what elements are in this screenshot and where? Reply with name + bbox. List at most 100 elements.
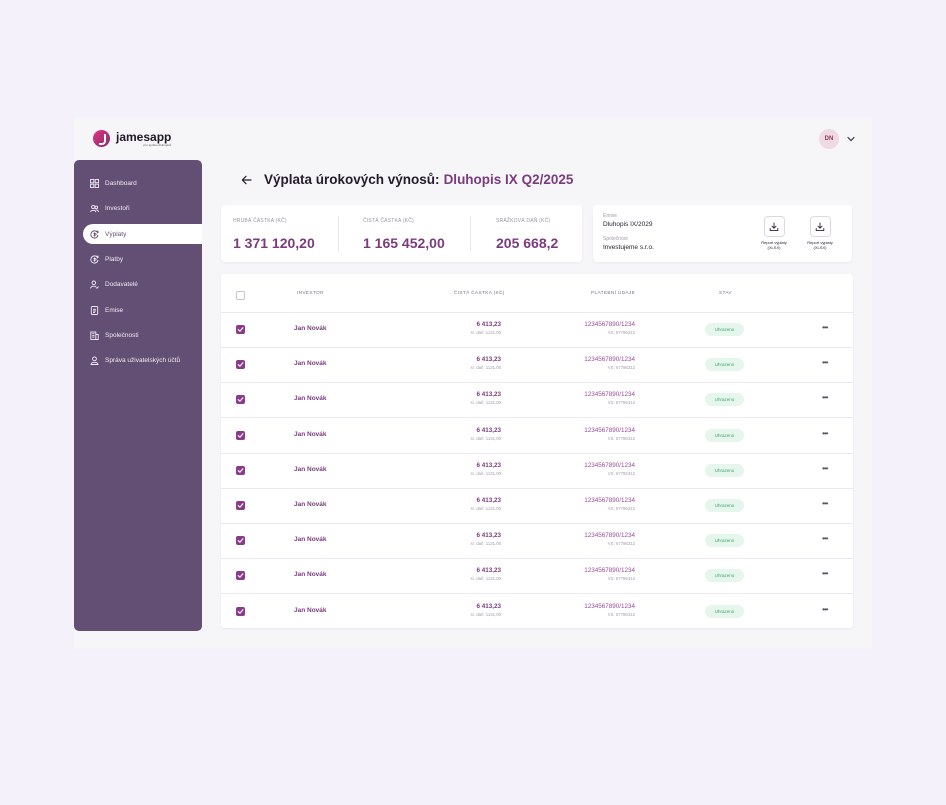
- withholding-tax: sr. daň: 1131,00: [470, 470, 502, 476]
- net-amount-value: 1 165 452,00: [363, 235, 445, 251]
- column-header-status[interactable]: STAV: [719, 291, 733, 296]
- building-icon: [90, 331, 99, 340]
- variable-symbol: VS: 67786312: [607, 330, 635, 335]
- bank-account: 1234567890/1234: [584, 391, 635, 399]
- investor-name[interactable]: Jan Novák: [294, 325, 327, 332]
- page-title-bond: Dluhopis IX Q2/2025: [443, 172, 574, 187]
- user-admin-icon: [90, 355, 99, 365]
- table-row[interactable]: Jan Novák 6 413,23 sr. daň: 1131,00 1234567…: [221, 594, 853, 629]
- net-amount: 6 413,23: [476, 391, 501, 399]
- row-checkbox[interactable]: [236, 430, 245, 440]
- more-options-icon[interactable]: •••: [822, 534, 828, 544]
- emission-label: Emise: [603, 213, 617, 219]
- row-checkbox[interactable]: [236, 465, 245, 475]
- variable-symbol: VS: 67786312: [607, 541, 635, 547]
- sidebar-item-label: Investoři: [105, 204, 130, 212]
- net-amount: 6 413,23: [476, 497, 501, 504]
- download-report-button[interactable]: Report výplaty (XLSX): [754, 216, 794, 250]
- bank-account: 1234567890/1234: [584, 567, 635, 575]
- withholding-tax: sr. daň: 1131,00: [470, 330, 502, 335]
- investor-name[interactable]: Jan Novák: [294, 395, 327, 403]
- gross-amount-label: HRUBÁ ČÁSTKA (KČ): [233, 218, 287, 224]
- investor-name[interactable]: Jan Novák: [294, 501, 327, 508]
- table-row[interactable]: Jan Novák 6 413,23 sr. daň: 1131,00 1234567…: [221, 418, 853, 454]
- row-checkbox[interactable]: [236, 360, 245, 370]
- bank-account: 1234567890/1234: [584, 497, 635, 504]
- sidebar-item-emissions[interactable]: Emise: [83, 300, 202, 320]
- bank-account: 1234567890/1234: [584, 532, 635, 540]
- payouts-table: INVESTOR ČISTÁ ČÁSTKA (KČ) PLATEBNÍ ÚDAJ…: [221, 274, 853, 628]
- row-checkbox[interactable]: [236, 536, 245, 546]
- more-options-icon[interactable]: •••: [822, 358, 828, 368]
- bank-account: 1234567890/1234: [584, 461, 635, 469]
- investor-name[interactable]: Jan Novák: [294, 536, 327, 544]
- column-header-net-amount[interactable]: ČISTÁ ČÁSTKA (KČ): [454, 291, 505, 296]
- page-title-prefix: Výplata úrokových výnosů:: [264, 172, 440, 187]
- withholding-tax: sr. daň: 1131,00: [470, 506, 502, 511]
- more-options-icon[interactable]: •••: [822, 463, 828, 473]
- sidebar-item-payments[interactable]: Platby: [83, 249, 202, 269]
- status-badge: Uhrazeno: [705, 463, 744, 477]
- table-row[interactable]: Jan Novák 6 413,23 sr. daň: 1131,00 1234567…: [221, 347, 853, 384]
- variable-symbol: VS: 67786312: [607, 611, 635, 617]
- select-all-checkbox[interactable]: [236, 291, 245, 300]
- row-checkbox[interactable]: [236, 395, 245, 405]
- variable-symbol: VS: 67786312: [607, 365, 635, 371]
- investor-name[interactable]: Jan Novák: [294, 360, 327, 368]
- table-header: INVESTOR ČISTÁ ČÁSTKA (KČ) PLATEBNÍ ÚDAJ…: [221, 274, 853, 313]
- table-row[interactable]: Jan Novák 6 413,23 sr. daň: 1131,00 1234567…: [221, 312, 853, 348]
- row-checkbox[interactable]: [236, 571, 245, 581]
- logo[interactable]: jamesapp pro správu dluhopisů: [93, 130, 171, 147]
- net-amount-label: ČISTÁ ČÁSTKA (KČ): [363, 218, 414, 224]
- sidebar-item-label: Společnosti: [105, 331, 139, 339]
- variable-symbol: VS: 67786312: [607, 506, 635, 511]
- sidebar-item-companies[interactable]: Společnosti: [83, 325, 202, 345]
- download-report-button[interactable]: Report výplaty (XLSX): [800, 216, 840, 250]
- table-row[interactable]: Jan Novák 6 413,23 sr. daň: 1131,00 1234567…: [221, 382, 853, 419]
- bank-account: 1234567890/1234: [584, 356, 635, 364]
- status-badge: Uhrazeno: [705, 499, 744, 512]
- variable-symbol: VS: 67786312: [607, 400, 635, 406]
- avatar[interactable]: DN: [819, 129, 839, 149]
- variable-symbol: VS: 67786312: [607, 576, 635, 582]
- column-header-payment[interactable]: PLATEBNÍ ÚDAJE: [591, 291, 636, 296]
- bank-account: 1234567890/1234: [584, 321, 635, 328]
- investor-name[interactable]: Jan Novák: [294, 571, 327, 579]
- payment-icon: [90, 254, 99, 264]
- investor-name[interactable]: Jan Novák: [294, 430, 327, 438]
- more-options-icon[interactable]: •••: [822, 569, 828, 579]
- more-options-icon[interactable]: •••: [822, 428, 828, 438]
- row-checkbox[interactable]: [236, 325, 245, 334]
- sidebar-item-investors[interactable]: Investoři: [83, 198, 202, 218]
- logo-tagline: pro správu dluhopisů: [143, 142, 172, 147]
- bank-account: 1234567890/1234: [584, 602, 635, 610]
- column-header-investor[interactable]: INVESTOR: [297, 291, 324, 296]
- more-options-icon[interactable]: •••: [822, 604, 828, 614]
- investor-name[interactable]: Jan Novák: [294, 606, 327, 614]
- table-row[interactable]: Jan Novák 6 413,23 sr. daň: 1131,00 1234567…: [221, 488, 853, 524]
- more-options-icon[interactable]: •••: [822, 499, 828, 508]
- more-options-icon[interactable]: •••: [822, 323, 828, 332]
- sidebar-item-dashboard[interactable]: Dashboard: [83, 173, 202, 193]
- row-checkbox[interactable]: [236, 606, 245, 616]
- back-arrow-icon[interactable]: [241, 175, 252, 185]
- sidebar-item-user-accounts[interactable]: Správa uživatelských účtů: [83, 350, 202, 370]
- sidebar-item-suppliers[interactable]: Dodavatelé: [83, 274, 202, 294]
- withholding-tax: sr. daň: 1131,00: [470, 435, 502, 441]
- row-checkbox[interactable]: [236, 501, 245, 510]
- withholding-tax: sr. daň: 1131,00: [470, 541, 502, 547]
- net-amount: 6 413,23: [476, 461, 501, 469]
- table-row[interactable]: Jan Novák 6 413,23 sr. daň: 1131,00 1234567…: [221, 453, 853, 489]
- table-row[interactable]: Jan Novák 6 413,23 sr. daň: 1131,00 1234567…: [221, 558, 853, 595]
- chevron-down-icon[interactable]: [846, 134, 856, 144]
- sidebar-item-label: Platby: [105, 255, 124, 263]
- table-row[interactable]: Jan Novák 6 413,23 sr. daň: 1131,00 1234567…: [221, 523, 853, 560]
- sidebar-item-payouts[interactable]: Výplaty: [83, 224, 202, 244]
- net-amount: 6 413,23: [476, 532, 501, 540]
- net-amount: 6 413,23: [476, 321, 501, 328]
- investor-name[interactable]: Jan Novák: [294, 465, 327, 473]
- more-options-icon[interactable]: •••: [822, 393, 828, 403]
- withholding-tax: sr. daň: 1131,00: [470, 611, 502, 617]
- download-report-format: (XLSX): [767, 245, 781, 250]
- dashboard-icon: [90, 178, 99, 188]
